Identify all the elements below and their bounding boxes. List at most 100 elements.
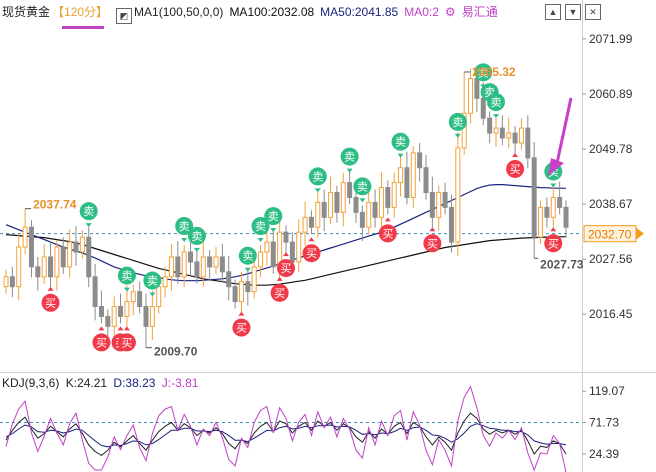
sell-signal[interactable]: 卖 <box>448 112 467 138</box>
candle-up <box>168 244 174 291</box>
price-tick-label: 2049.78 <box>589 142 633 156</box>
left-high-annotation: 2037.74 <box>33 198 77 212</box>
candle-down <box>442 182 448 215</box>
candle-down <box>372 189 378 228</box>
up-icon[interactable]: ▲ <box>545 4 561 20</box>
candle-down <box>283 225 289 256</box>
candle-up <box>181 245 187 288</box>
kdj-tick-label: 71.73 <box>589 416 619 430</box>
chart-icon[interactable]: ◩ <box>116 8 133 24</box>
price-axis: 2071.99 2060.89 2049.78 2038.67 2027.56 2016.… <box>582 32 644 321</box>
ma100-label: MA100:2032.08 <box>229 5 315 19</box>
kdj-legend: KDJ(9,3,6) K:24.21 D:38.23 J:-3.81 <box>2 376 201 390</box>
candle-up <box>538 200 544 245</box>
candle-down <box>321 189 327 232</box>
buy-signal[interactable]: 买 <box>41 286 60 312</box>
buy-signal[interactable]: 买 <box>302 237 321 263</box>
buy-signal[interactable]: 买 <box>92 326 111 352</box>
buy-signal-label: 买 <box>306 247 317 260</box>
candle-up <box>436 185 442 232</box>
kdj-k-line <box>5 412 567 457</box>
sell-signal-label: 卖 <box>147 275 158 288</box>
period-label[interactable]: 【120分】 <box>52 5 109 19</box>
down-icon[interactable]: ▼ <box>565 4 581 20</box>
candle-down <box>35 256 41 291</box>
candle-down <box>188 242 194 276</box>
ma-group-label: MA1(100,50,0,0) <box>134 5 224 19</box>
buy-signal[interactable]: 买 <box>277 252 295 278</box>
sell-signal[interactable]: 卖 <box>391 132 410 158</box>
candle-down <box>232 279 238 309</box>
buy-signal-label: 买 <box>121 336 132 349</box>
sell-signal-label: 卖 <box>484 86 495 99</box>
candle-down <box>143 293 149 348</box>
close-icon[interactable]: ✕ <box>585 4 601 20</box>
sell-signal[interactable]: 卖 <box>308 167 327 193</box>
buy-signal-label: 买 <box>548 237 559 250</box>
sell-signal[interactable]: 卖 <box>353 177 372 203</box>
candle-up <box>22 208 28 254</box>
sell-signal[interactable]: 卖 <box>487 93 505 119</box>
candle-down <box>334 185 340 223</box>
candle-down <box>499 115 505 145</box>
price-tick-label: 2027.56 <box>589 252 633 266</box>
buy-signal[interactable]: 买 <box>423 227 442 253</box>
price-tick-label: 2016.45 <box>589 307 633 321</box>
sell-signal[interactable]: 卖 <box>340 147 359 173</box>
instrument-name[interactable]: 现货黄金 <box>2 5 51 19</box>
ma50-label: MA50:2041.85 <box>320 5 399 19</box>
annotations: 2065.32 2037.74 2009.70 2027.73 <box>25 65 584 359</box>
kdj-j: J:-3.81 <box>161 376 199 390</box>
candle-down <box>385 180 391 215</box>
ma0-label: MA0:2 <box>404 5 439 19</box>
buy-signal-label: 买 <box>96 336 107 349</box>
sell-signal[interactable]: 卖 <box>143 271 162 297</box>
candle-down <box>86 227 92 288</box>
candle-down <box>563 200 569 238</box>
sell-signal[interactable]: 卖 <box>187 226 206 252</box>
candle-up <box>410 145 416 208</box>
sell-signal-label: 卖 <box>191 230 202 243</box>
right-low-annotation: 2027.73 <box>540 257 584 271</box>
candle-up <box>296 219 302 273</box>
sell-signal-label: 卖 <box>357 180 368 193</box>
sell-signal[interactable]: 卖 <box>117 266 136 292</box>
sell-signal[interactable]: 卖 <box>264 207 283 233</box>
buy-signal[interactable]: 买 <box>506 152 525 178</box>
candle-up <box>3 269 9 294</box>
candle-down <box>531 141 537 259</box>
buy-signal-label: 买 <box>281 262 292 275</box>
settings-icon[interactable]: ⚙ <box>444 5 456 19</box>
candle-up <box>328 176 334 225</box>
candle-up <box>340 172 346 227</box>
buy-signal[interactable]: 买 <box>117 326 136 352</box>
candle-down <box>137 281 143 314</box>
candle-up <box>111 296 117 341</box>
candle-up <box>200 241 206 288</box>
sell-signal[interactable]: 卖 <box>79 202 98 228</box>
candle-up <box>130 284 136 316</box>
candle-down <box>219 244 225 283</box>
buy-signal[interactable]: 买 <box>378 217 397 243</box>
candle-down <box>423 154 429 200</box>
candle-up <box>162 266 168 298</box>
candle-up <box>461 71 467 155</box>
candle-up <box>550 184 556 232</box>
buy-signal[interactable]: 买 <box>270 276 289 302</box>
buy-signal-label: 买 <box>510 163 521 176</box>
candle-down <box>359 205 365 242</box>
sell-signal[interactable]: 卖 <box>238 246 257 272</box>
sell-signal[interactable]: 卖 <box>251 217 270 242</box>
candle-up <box>124 285 130 327</box>
candle-down <box>9 266 15 298</box>
candle-down <box>48 241 54 288</box>
kdj-tick-label: 119.07 <box>589 384 625 398</box>
buy-signal[interactable]: 买 <box>232 311 251 337</box>
buy-signal[interactable]: 买 <box>544 227 563 253</box>
sell-signal[interactable]: 卖 <box>175 217 194 242</box>
buy-signal-label: 买 <box>382 227 393 240</box>
candle-up <box>79 230 85 259</box>
candle-down <box>487 111 493 144</box>
